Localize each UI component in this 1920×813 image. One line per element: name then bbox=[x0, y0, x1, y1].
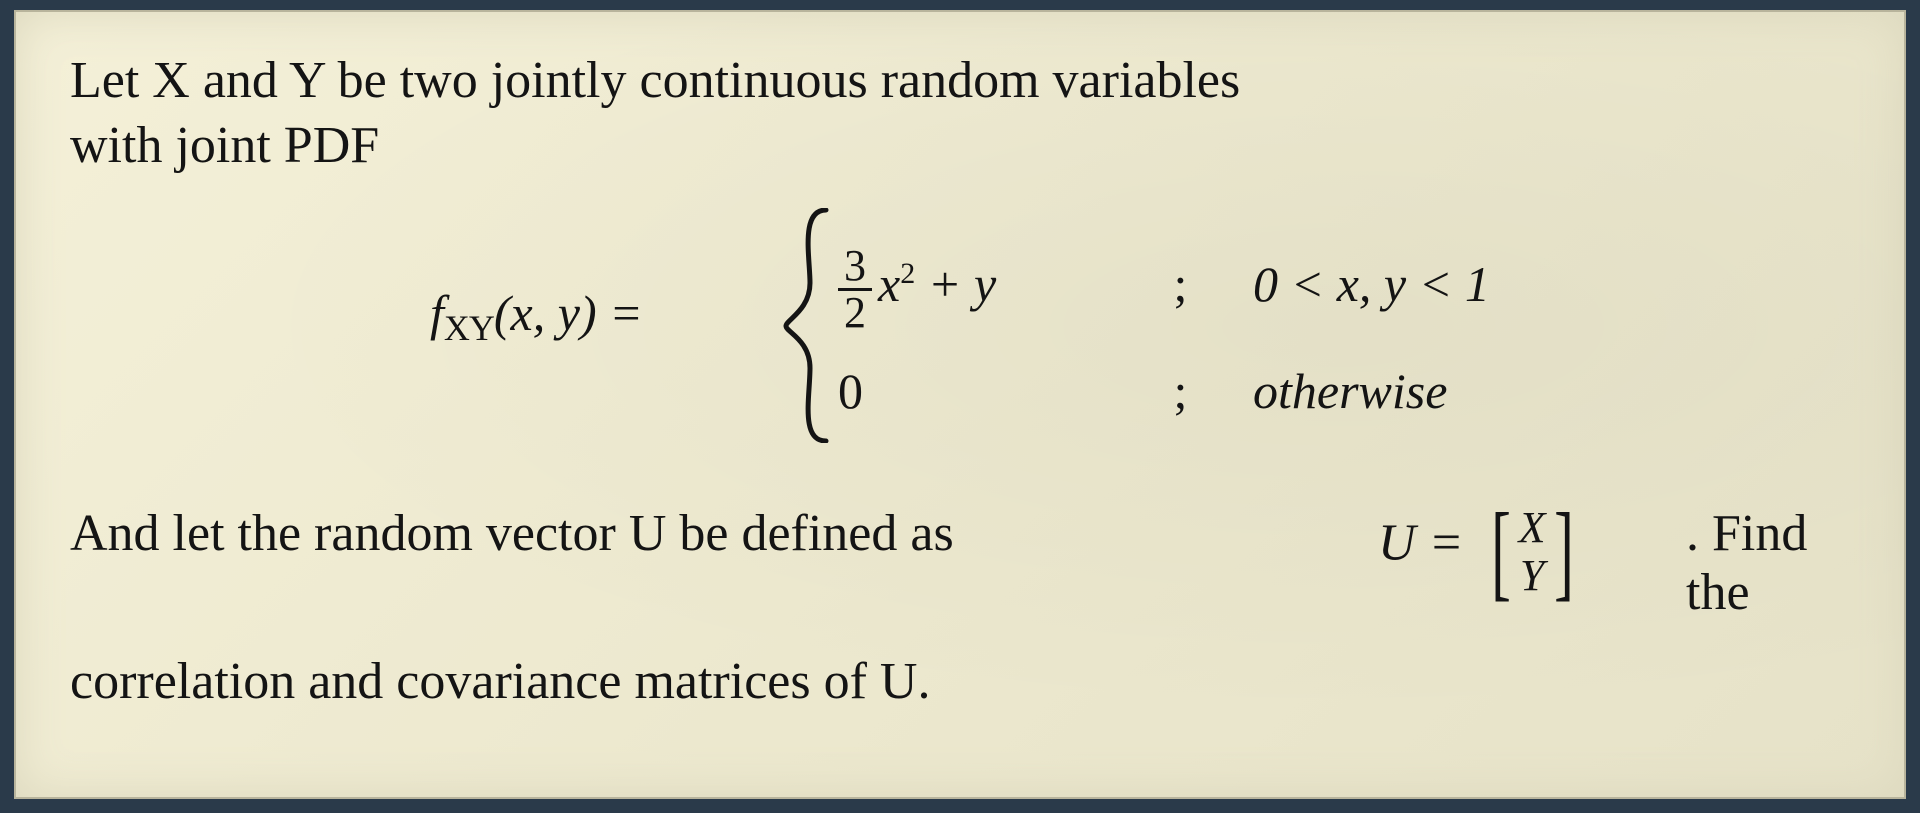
vector-entries: X Y bbox=[1519, 504, 1546, 601]
pdf-case-2-expr: 0 bbox=[838, 362, 1138, 420]
semicolon-2: ; bbox=[1151, 362, 1211, 420]
problem-page: Let X and Y be two jointly continuous ra… bbox=[14, 10, 1906, 799]
vector-entry-x: X bbox=[1519, 504, 1546, 552]
problem-line-1: Let X and Y be two jointly continuous ra… bbox=[70, 48, 1850, 113]
left-bracket-icon: [ bbox=[1491, 506, 1511, 598]
right-bracket-icon: ] bbox=[1554, 506, 1574, 598]
pdf-case-2: 0 ; otherwise bbox=[838, 362, 1858, 420]
pdf-case-1-cond: 0 < x, y < 1 bbox=[1253, 255, 1490, 313]
pdf-definition: fXY(x, y) = 3 2 x2 + y ; 0 < x, y < 1 0 … bbox=[70, 212, 1850, 452]
u-equals: U = [ X Y ] bbox=[1378, 504, 1587, 601]
vector-definition-line: And let the random vector U be defined a… bbox=[70, 478, 1850, 598]
pdf-case-1-expr: 3 2 x2 + y bbox=[838, 244, 1138, 335]
x-term: x bbox=[878, 256, 900, 312]
task-line: correlation and covariance matrices of U… bbox=[70, 652, 1850, 711]
pdf-case-2-cond: otherwise bbox=[1253, 362, 1447, 420]
exponent-2: 2 bbox=[900, 257, 915, 290]
pdf-case-1: 3 2 x2 + y ; 0 < x, y < 1 bbox=[838, 244, 1858, 335]
problem-line-2: with joint PDF bbox=[70, 113, 1850, 178]
find-the-text: . Find the bbox=[1686, 504, 1850, 622]
pdf-subscript: XY bbox=[444, 308, 494, 348]
left-brace-icon bbox=[780, 208, 840, 443]
fraction-den: 2 bbox=[838, 288, 872, 335]
vector-entry-y: Y bbox=[1519, 552, 1546, 600]
fraction-3-over-2: 3 2 bbox=[838, 244, 872, 335]
fraction-num: 3 bbox=[838, 244, 872, 288]
plus-y: + y bbox=[915, 256, 996, 312]
semicolon-1: ; bbox=[1151, 255, 1211, 313]
pdf-func-name: f bbox=[430, 285, 444, 341]
pdf-args: (x, y) = bbox=[494, 285, 643, 341]
vector-lead-text: And let the random vector U be defined a… bbox=[70, 504, 954, 563]
column-vector: [ X Y ] bbox=[1483, 504, 1582, 601]
pdf-lhs: fXY(x, y) = bbox=[430, 284, 643, 349]
u-equals-text: U = bbox=[1378, 514, 1464, 571]
